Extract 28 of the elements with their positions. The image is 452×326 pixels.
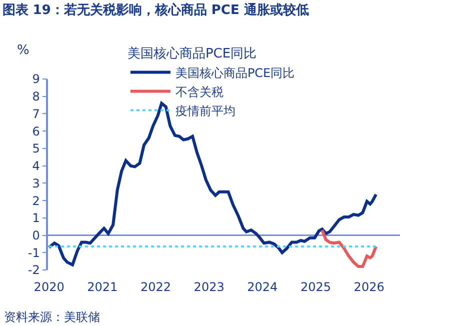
y-tick-label: -1	[28, 246, 40, 260]
y-tick-label: 7	[32, 106, 40, 121]
x-tick-label: 2020	[34, 280, 64, 294]
y-tick-label: 2	[32, 194, 40, 208]
x-tick-label: 2021	[87, 280, 118, 294]
y-tick-label: 6	[32, 124, 40, 138]
x-tick-label: 2023	[194, 280, 224, 294]
y-tick-label: 9	[32, 72, 40, 86]
line-series	[320, 228, 378, 268]
legend-label: 不含关税	[175, 84, 224, 99]
legend-label: 美国核心商品PCE同比	[175, 66, 295, 80]
chart-title: 图表 19：若无关税影响，核心商品 PCE 通胀或较低	[2, 2, 309, 18]
x-tick-label: 2026	[354, 280, 384, 294]
y-tick-label: 4	[32, 159, 40, 174]
y-tick-label: 3	[32, 176, 40, 190]
y-tick-label: 1	[32, 211, 40, 226]
line-series	[48, 102, 378, 266]
y-tick-label: 8	[32, 90, 40, 104]
legend-title: 美国核心商品PCE同比	[127, 46, 257, 62]
y-tick-label: -2	[28, 263, 40, 278]
text: 资料来源：美联储	[4, 310, 100, 324]
y-tick-label: 0	[32, 228, 40, 242]
x-tick-label: 2024	[247, 280, 278, 294]
x-tick-label: 2025	[300, 280, 332, 294]
y-axis-title: %	[17, 43, 30, 58]
y-tick-label: 5	[32, 142, 40, 156]
x-tick-label: 2022	[140, 280, 172, 294]
legend-label: 疫情前平均	[175, 104, 236, 118]
